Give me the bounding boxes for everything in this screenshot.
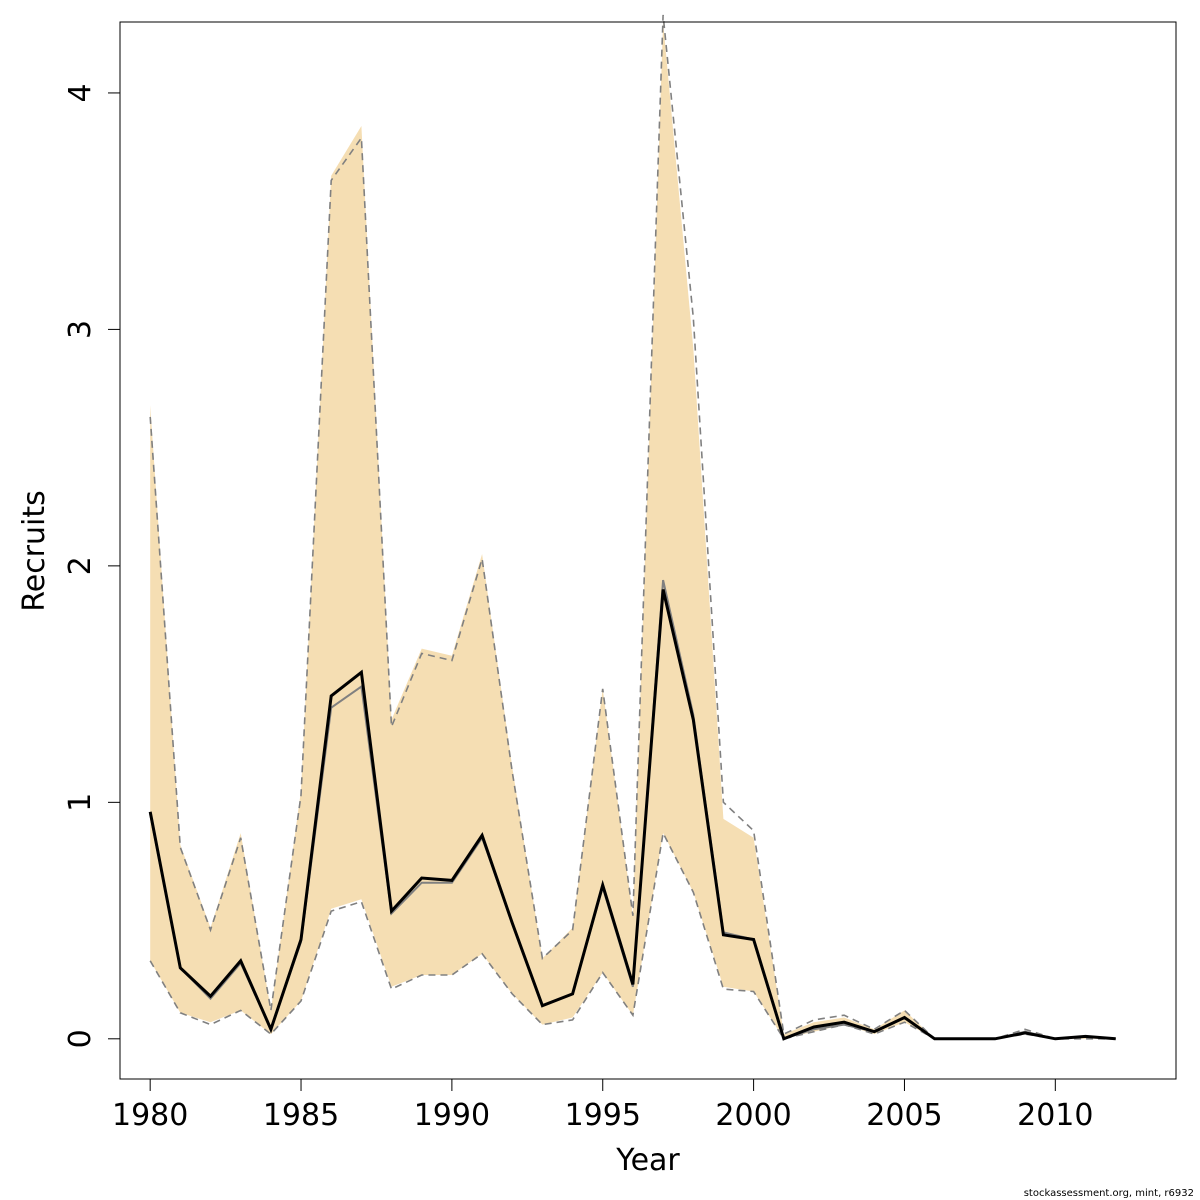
x-tick-label: 1985	[263, 1098, 339, 1133]
y-tick-label: 4	[63, 83, 98, 102]
y-tick-label: 3	[63, 320, 98, 339]
x-tick-label: 1995	[565, 1098, 641, 1133]
series-line-1	[148, 589, 1116, 1041]
footer-credit: stockassessment.org, mint, r6932	[1024, 1188, 1194, 1199]
x-axis: 1980 1985 1990 1995 2000 2005 2010	[112, 1078, 1093, 1133]
x-tick-label: 2010	[1017, 1098, 1093, 1133]
y-tick-label: 1	[63, 793, 98, 812]
confidence-band	[150, 22, 1116, 1039]
y-tick-label: 2	[63, 556, 98, 575]
y-axis: 0 1 2 3 4	[63, 83, 121, 1048]
x-tick-label: 1990	[414, 1098, 490, 1133]
y-axis-title: Recruits	[17, 490, 52, 612]
x-axis-title: Year	[615, 1143, 680, 1178]
y-tick-label: 0	[63, 1029, 98, 1048]
series-lines-layer	[148, 579, 1116, 1041]
ci-lower-dashed-line	[149, 830, 1116, 1040]
confidence-band-layer	[150, 22, 1116, 1039]
x-tick-label: 2000	[715, 1098, 791, 1133]
x-tick-label: 1980	[112, 1098, 188, 1133]
x-tick-label: 2005	[866, 1098, 942, 1133]
